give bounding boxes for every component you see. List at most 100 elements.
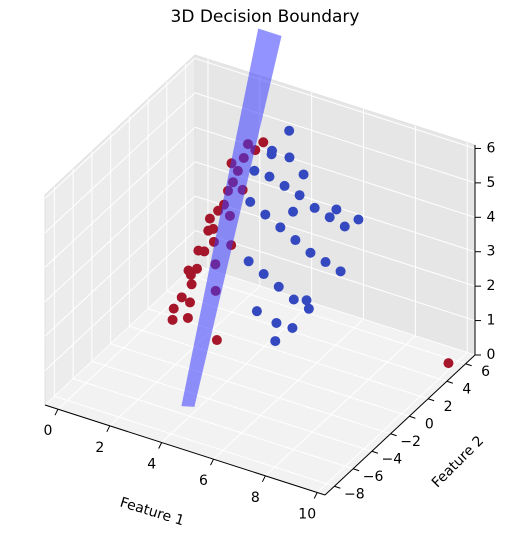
- z-tick-label: 3: [487, 244, 496, 260]
- point: [245, 196, 256, 207]
- point: [264, 171, 275, 182]
- grid-line: [194, 264, 476, 356]
- point: [211, 335, 222, 346]
- point: [186, 279, 197, 290]
- point: [290, 235, 301, 246]
- tick-mark: [465, 363, 472, 367]
- point: [204, 213, 215, 224]
- y-tick-label: −2: [400, 434, 421, 450]
- point: [324, 212, 335, 223]
- grid-line: [44, 92, 196, 234]
- tick-mark: [54, 408, 59, 416]
- point: [288, 294, 299, 305]
- point: [243, 256, 254, 267]
- tick-mark: [446, 380, 454, 384]
- grid-line: [316, 352, 468, 493]
- decision-surface: [181, 28, 282, 407]
- tick-mark: [390, 433, 397, 437]
- z-tick-label: 1: [487, 313, 496, 329]
- point: [167, 314, 178, 325]
- point: [208, 223, 219, 234]
- tick-mark: [427, 398, 435, 402]
- point: [284, 152, 295, 163]
- grid-line: [213, 318, 364, 460]
- point: [185, 269, 196, 280]
- point: [294, 190, 305, 201]
- point: [249, 165, 260, 176]
- point: [275, 222, 286, 233]
- x-axis: [44, 404, 326, 496]
- grid-line: [194, 92, 476, 184]
- grid-line: [44, 161, 196, 303]
- x-tick-label: 2: [95, 440, 104, 456]
- x-tick-label: 0: [44, 423, 53, 439]
- grid-line: [147, 308, 429, 400]
- x-tick-label: 6: [199, 473, 208, 489]
- z-tick-label: 4: [487, 209, 496, 225]
- point: [273, 281, 284, 292]
- point: [309, 202, 320, 213]
- point: [267, 145, 278, 156]
- grid-line: [44, 58, 196, 199]
- y-tick-label: 2: [444, 399, 453, 415]
- tick-mark: [334, 485, 341, 489]
- x-tick-label: 10: [298, 507, 316, 523]
- point: [199, 246, 210, 257]
- tick-mark: [261, 475, 266, 483]
- point: [270, 336, 281, 347]
- point: [192, 263, 203, 274]
- grid-line: [44, 230, 196, 371]
- y-tick-label: 4: [462, 381, 471, 397]
- z-tick-label: 0: [487, 347, 496, 363]
- grid-line: [72, 378, 354, 470]
- grid-line: [54, 395, 335, 487]
- y-axis-label: Feature 2: [429, 433, 487, 491]
- z-tick-label: 6: [487, 140, 496, 156]
- point: [288, 206, 299, 217]
- y-tick-label: 6: [481, 364, 490, 380]
- tick-mark: [158, 442, 163, 449]
- x-axis-label: Feature 1: [118, 495, 186, 530]
- grid-line: [161, 302, 313, 443]
- z-tick-label: 5: [487, 175, 496, 191]
- x-tick-label: 4: [147, 457, 156, 473]
- point: [185, 297, 195, 308]
- grid-line: [194, 230, 476, 322]
- point: [258, 137, 269, 148]
- y-axis: [324, 354, 476, 496]
- grid-line: [44, 264, 196, 406]
- point: [271, 317, 282, 328]
- point: [301, 295, 312, 306]
- y-tick-label: −6: [363, 469, 384, 485]
- grid-line: [44, 126, 196, 268]
- point: [176, 292, 187, 303]
- y-tick-label: −8: [344, 486, 365, 502]
- grid-line: [194, 57, 476, 149]
- point: [443, 358, 454, 369]
- grid-line: [265, 335, 416, 477]
- grid-line: [44, 195, 196, 337]
- tick-mark: [352, 468, 360, 472]
- grid-line: [185, 273, 466, 365]
- point: [279, 180, 290, 191]
- point: [284, 125, 295, 136]
- point: [303, 303, 314, 314]
- point: [335, 266, 346, 277]
- point: [298, 169, 309, 180]
- point: [320, 257, 331, 268]
- x-tick-label: 8: [251, 490, 260, 506]
- grid-line: [194, 195, 476, 287]
- tick-mark: [409, 415, 416, 419]
- point: [260, 209, 271, 220]
- tick-mark: [371, 450, 379, 454]
- point: [287, 322, 298, 333]
- point: [331, 204, 342, 215]
- tick-mark: [313, 492, 318, 499]
- z-tick-label: 2: [487, 278, 496, 294]
- point: [339, 221, 350, 232]
- grid-line: [110, 343, 391, 435]
- point: [251, 306, 262, 317]
- grid-line: [109, 285, 261, 427]
- y-tick-label: 0: [425, 416, 434, 432]
